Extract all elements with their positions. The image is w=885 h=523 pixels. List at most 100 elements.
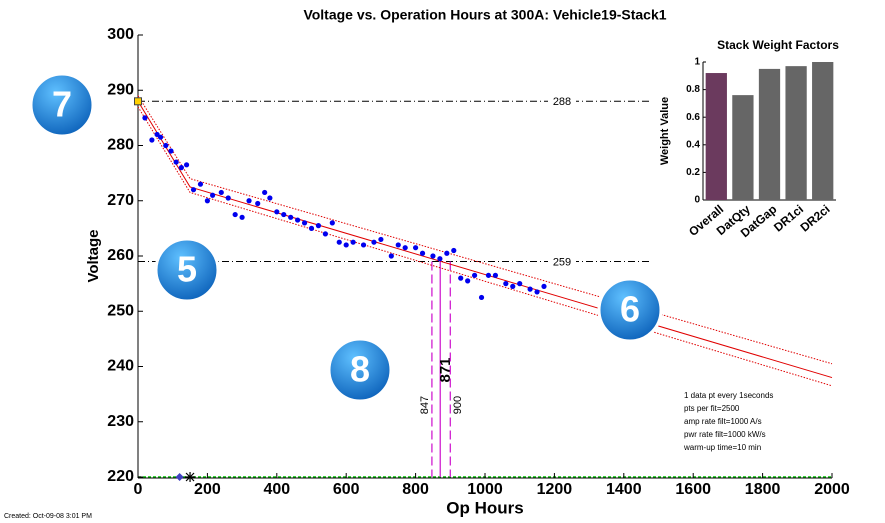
inset-y-tick-label: 0.8 xyxy=(686,84,700,95)
data-point xyxy=(178,165,184,171)
chart-title: Voltage vs. Operation Hours at 300A: Veh… xyxy=(303,7,666,23)
data-point xyxy=(350,239,356,245)
inset-y-tick-label: 1 xyxy=(694,57,700,68)
data-point xyxy=(142,115,148,121)
data-point xyxy=(437,256,443,262)
data-point xyxy=(388,253,394,259)
data-point xyxy=(360,242,367,248)
bar xyxy=(812,62,834,200)
label-bg xyxy=(548,95,576,108)
data-point xyxy=(517,281,523,287)
bar xyxy=(758,68,781,201)
vertical-label: 847 xyxy=(419,396,431,414)
data-point xyxy=(430,253,436,259)
data-point xyxy=(395,242,401,248)
reference-label: 288 xyxy=(553,96,571,108)
y-tick-label: 220 xyxy=(107,468,134,485)
data-point xyxy=(336,239,342,245)
data-point xyxy=(262,189,268,196)
data-point xyxy=(478,294,485,301)
data-point xyxy=(163,142,169,149)
inset-y-tick-label: 0.2 xyxy=(686,167,700,178)
data-point xyxy=(183,162,190,168)
inset-y-tick-label: 0 xyxy=(694,195,700,206)
data-point xyxy=(267,195,273,201)
data-point xyxy=(204,198,210,204)
inset-title: Stack Weight Factors xyxy=(717,38,839,52)
vertical-label: 900 xyxy=(452,396,464,414)
bar xyxy=(785,66,807,200)
x-tick-label: 0 xyxy=(134,481,143,498)
data-point xyxy=(149,137,155,143)
data-point xyxy=(197,181,204,187)
callout-number: 7 xyxy=(52,84,72,125)
y-axis-label: Voltage xyxy=(85,229,102,282)
data-point xyxy=(168,148,174,154)
y-tick-label: 270 xyxy=(107,192,134,209)
note: warm-up time=10 min xyxy=(683,443,761,452)
note: 1 data pt every 1seconds xyxy=(684,391,773,400)
created-stamp: Created: Oct-09-08 3:01 PM xyxy=(4,513,92,520)
data-point xyxy=(157,134,164,140)
data-point xyxy=(465,278,471,284)
data-point xyxy=(308,225,315,231)
note: pts per fit=2500 xyxy=(684,404,740,413)
inset-y-tick-label: 0.4 xyxy=(686,139,700,150)
vertical-label: 871 xyxy=(437,357,454,382)
y-tick-label: 230 xyxy=(107,413,134,430)
y-tick-label: 290 xyxy=(107,81,134,98)
baseline-marker xyxy=(175,473,184,481)
data-point xyxy=(295,217,301,223)
label-bg xyxy=(548,255,576,268)
y-tick-label: 240 xyxy=(107,358,134,375)
data-point xyxy=(471,272,478,278)
baseline-marker xyxy=(185,472,196,482)
x-tick-label: 800 xyxy=(402,481,429,498)
inset-y-label: Weight Value xyxy=(659,97,671,165)
data-point xyxy=(190,187,197,193)
inset-y-tick-label: 0.6 xyxy=(686,112,700,123)
data-point xyxy=(154,131,160,138)
data-point xyxy=(413,245,419,251)
callout-number: 5 xyxy=(177,249,197,290)
y-tick-label: 280 xyxy=(107,137,134,154)
note: amp rate filt=1000 A/s xyxy=(684,417,762,426)
x-tick-label: 1400 xyxy=(606,481,642,498)
data-point xyxy=(458,275,464,281)
bar xyxy=(705,73,727,200)
data-point xyxy=(173,159,179,165)
data-point xyxy=(343,242,349,248)
x-axis-label: Op Hours xyxy=(446,498,523,517)
data-point xyxy=(444,250,450,256)
bar xyxy=(732,95,754,200)
callout-badge xyxy=(29,72,95,138)
y-tick-label: 300 xyxy=(107,26,134,43)
data-point xyxy=(329,220,335,226)
data-point xyxy=(534,289,540,295)
x-tick-label: 1800 xyxy=(745,481,781,498)
data-point xyxy=(288,214,294,220)
x-tick-label: 600 xyxy=(333,481,360,498)
data-point xyxy=(485,272,492,278)
data-point xyxy=(402,245,408,251)
data-point xyxy=(322,231,328,237)
data-point xyxy=(218,189,224,196)
x-tick-label: 1000 xyxy=(467,481,503,498)
data-point xyxy=(371,239,377,245)
callout-number: 8 xyxy=(350,349,370,390)
data-point xyxy=(225,195,231,201)
data-point xyxy=(255,200,261,207)
callout-badge xyxy=(154,237,220,303)
data-point xyxy=(503,281,509,287)
data-point xyxy=(492,272,499,278)
data-point xyxy=(274,209,280,215)
x-tick-label: 1600 xyxy=(675,481,711,498)
reference-label: 259 xyxy=(553,256,571,268)
x-tick-label: 1200 xyxy=(537,481,573,498)
y-tick-label: 250 xyxy=(107,302,134,319)
data-point xyxy=(210,192,216,198)
data-point xyxy=(510,283,516,289)
note: pwr rate filt=1000 kW/s xyxy=(684,430,766,439)
data-point xyxy=(527,286,533,292)
data-point xyxy=(301,220,308,226)
